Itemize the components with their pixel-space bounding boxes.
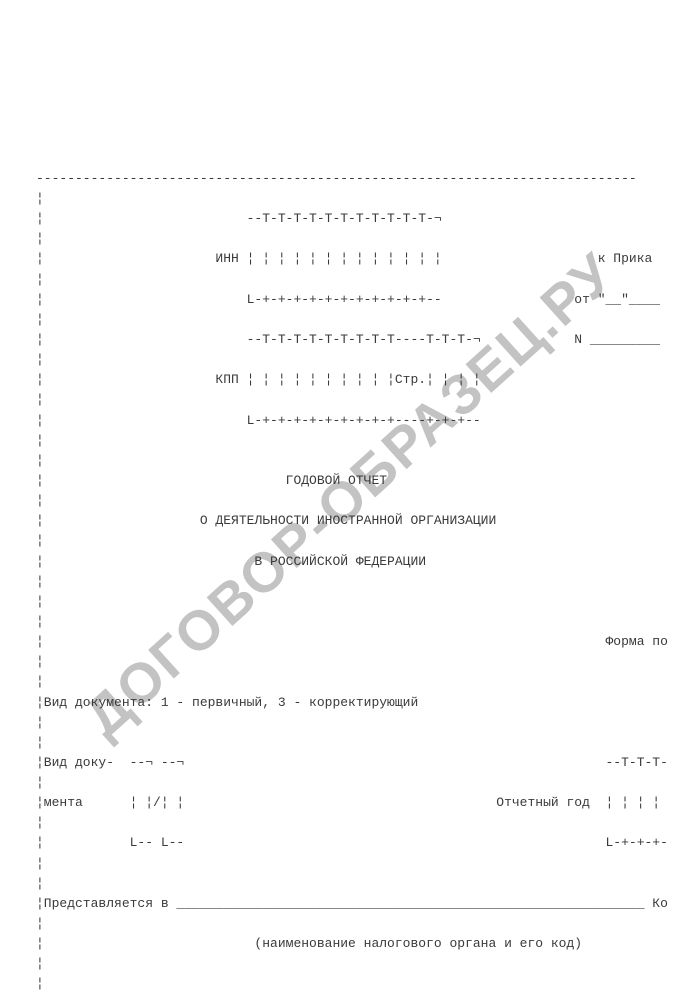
doc-kind: ¦Вид документа: 1 - первичный, 3 - корре… [36,695,418,710]
inn-box-top: ¦ --T-T-T-T-T-T-T-T-T-T-T-¬ [36,211,442,226]
blank-24: ¦ [36,976,44,990]
blank-2: ¦ [36,231,44,246]
predst-line: ¦Представляется в ______________________… [36,896,668,911]
blank-12: ¦ [36,594,44,609]
blank-18: ¦ [36,775,44,790]
blank-7: ¦ [36,433,44,448]
blank-6: ¦ [36,392,44,407]
form-po: ¦ Форма по [36,634,668,649]
inn-box-bot: ¦ L-+-+-+-+-+-+-+-+-+-+-+-- от "__"____ [36,292,660,307]
inn-row: ¦ ИНН ¦ ¦ ¦ ¦ ¦ ¦ ¦ ¦ ¦ ¦ ¦ ¦ ¦ к Прика [36,251,652,266]
blank-19: ¦ [36,815,44,830]
blank-15: ¦ [36,674,44,689]
kpp-box-bot: ¦ L-+-+-+-+-+-+-+-+-+----+-+-+-- [36,413,481,428]
doc-box-3: ¦ L-- L-- L-+-+-+- [36,835,668,850]
blank-1: ¦ [36,191,44,206]
kpp-row: ¦ КПП ¦ ¦ ¦ ¦ ¦ ¦ ¦ ¦ ¦ ¦Стр.¦ ¦ ¦ ¦ [36,372,481,387]
blank-10: ¦ [36,533,44,548]
blank-17: ¦ [36,735,44,750]
doc-box-1: ¦Вид доку- --¬ --¬ --T-T-T- [36,755,668,770]
blank-14: ¦ [36,654,44,669]
blank-3: ¦ [36,272,44,287]
ascii-form: ----------------------------------------… [36,149,700,990]
kpp-box-top: ¦ --T-T-T-T-T-T-T-T-T----T-T-T-¬ N _____… [36,332,660,347]
doc-box-2: ¦мента ¦ ¦/¦ ¦ Отчетный год ¦ ¦ ¦ ¦ [36,795,668,810]
blank-13: ¦ [36,614,44,629]
title-line-3: ¦ В РОССИЙСКОЙ ФЕДЕРАЦИИ [36,554,426,569]
title-line-2: ¦ О ДЕЯТЕЛЬНОСТИ ИНОСТРАННОЙ ОРГАНИЗАЦИИ [36,513,496,528]
blank-4: ¦ [36,312,44,327]
blank-8: ¦ [36,453,44,468]
rule-top: ----------------------------------------… [36,171,637,186]
blank-21: ¦ [36,876,44,891]
blank-11: ¦ [36,574,44,589]
predst-sub: ¦ (наименование налогового органа и его … [36,936,582,951]
page-root: ДОГОВОР-ОБРАЗЕЦ.РУ ---------------------… [0,0,700,990]
blank-20: ¦ [36,856,44,871]
blank-23: ¦ [36,956,44,971]
blank-16: ¦ [36,715,44,730]
title-line-1: ¦ ГОДОВОЙ ОТЧЕТ [36,473,387,488]
blank-5: ¦ [36,352,44,367]
blank-22: ¦ [36,916,44,931]
blank-9: ¦ [36,493,44,508]
